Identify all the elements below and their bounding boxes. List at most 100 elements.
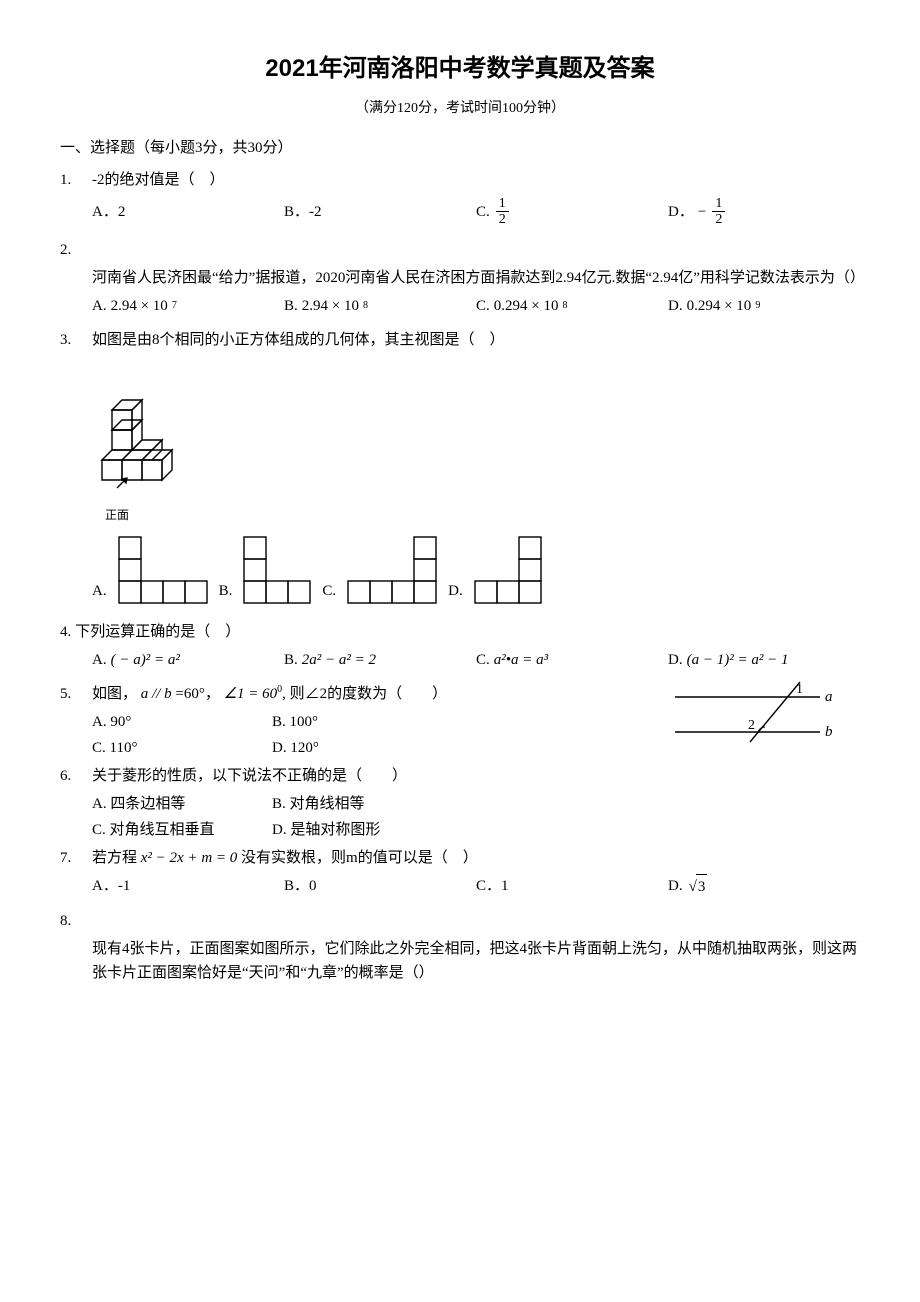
question-5: 5. 如图， a // b =60°， ∠1 = 600, 则∠2的度数为（ ）…: [60, 682, 860, 760]
option-value: 0.294 × 10: [687, 294, 752, 318]
denominator: 2: [712, 212, 725, 227]
math-expr: x² − 2x + m = 0: [141, 850, 238, 866]
question-8-text: 现有4张卡片，正面图案如图所示，它们除此之外完全相同，把这4张卡片背面朝上洗匀，…: [60, 937, 860, 985]
option-d-label: D.: [448, 579, 463, 605]
q7-options: A．-1 B．0 C．1 D. 3: [60, 874, 860, 899]
fig-label-b: b: [825, 724, 833, 740]
option-c: C. 对角线互相垂直: [92, 818, 272, 842]
exponent: 7: [172, 298, 177, 314]
section-heading: 一、选择题（每小题3分，共30分）: [60, 136, 860, 160]
math-expr: ∠1 = 60: [224, 686, 278, 702]
question-number: 5.: [60, 682, 92, 706]
fig-label-1: 1: [796, 682, 803, 697]
exponent: 8: [562, 298, 567, 314]
option-c-label: C.: [322, 579, 336, 605]
option-a: A．-1: [92, 874, 284, 898]
option-d: D. 是轴对称图形: [272, 818, 452, 842]
exponent: 9: [755, 298, 760, 314]
question-text: 如图是由8个相同的小正方体组成的几何体，其主视图是（ ）: [92, 328, 860, 352]
question-number: 6.: [60, 764, 92, 788]
question-2: 2.: [60, 238, 860, 262]
option-a: A. 2.94 × 107: [92, 294, 284, 318]
minus-sign: −: [698, 200, 706, 224]
question-number: 1.: [60, 168, 92, 192]
question-8: 8.: [60, 909, 860, 933]
q3-3d-figure: [60, 360, 860, 498]
q6-options-row1: A. 四条边相等 B. 对角线相等: [60, 792, 860, 816]
option-label: A.: [92, 648, 107, 672]
option-d: D. 120°: [272, 736, 452, 760]
option-a-label: A.: [92, 579, 107, 605]
fig-label-2: 2: [748, 718, 755, 733]
radicand: 3: [696, 874, 708, 899]
question-3: 3. 如图是由8个相同的小正方体组成的几何体，其主视图是（ ）: [60, 328, 860, 352]
option-value: 0.294 × 10: [494, 294, 559, 318]
option-d: D． − 1 2: [668, 196, 860, 228]
text-part: 则∠2的度数为（ ）: [290, 686, 448, 702]
q6-options-row2: C. 对角线互相垂直 D. 是轴对称图形: [60, 818, 860, 842]
shape-option-a: [117, 535, 209, 605]
sqrt-icon: 3: [687, 874, 708, 899]
question-text: -2的绝对值是（ ）: [92, 168, 860, 192]
text-part: =60°，: [175, 686, 219, 702]
parallel-lines-icon: 1 2 a b: [670, 677, 840, 747]
figure-caption: 正面: [60, 506, 860, 525]
question-number: 8.: [60, 909, 92, 933]
option-a: A. 90°: [92, 710, 272, 734]
option-label: D.: [668, 874, 683, 898]
math-expr: a²•a = a³: [494, 648, 548, 672]
option-c: C．1: [476, 874, 668, 898]
question-number: 4.: [60, 620, 75, 644]
question-1: 1. -2的绝对值是（ ）: [60, 168, 860, 192]
option-a: A. 四条边相等: [92, 792, 272, 816]
question-7: 7. 若方程 x² − 2x + m = 0 没有实数根，则m的值可以是（ ）: [60, 846, 860, 870]
option-c: C. 1 2: [476, 196, 668, 228]
option-label: C.: [476, 648, 490, 672]
question-6: 6. 关于菱形的性质，以下说法不正确的是（ ）: [60, 764, 860, 788]
numerator: 1: [496, 196, 509, 212]
q4-options: A. ( − a)² = a² B. 2a² − a² = 2 C. a²•a …: [60, 648, 860, 672]
option-b-label: B.: [219, 579, 233, 605]
shape-option-b: [242, 535, 312, 605]
question-number: 3.: [60, 328, 92, 352]
option-label: B.: [284, 294, 298, 318]
math-expr: a // b: [141, 686, 172, 702]
question-number: 2.: [60, 238, 92, 262]
shape-option-c: [346, 535, 438, 605]
denominator: 2: [496, 212, 509, 227]
option-b: B．-2: [284, 200, 476, 224]
q3-options: A. B. C. D.: [60, 535, 860, 605]
option-c: C. 110°: [92, 736, 272, 760]
question-text: 下列运算正确的是（ ）: [75, 620, 860, 644]
fraction-icon: 1 2: [712, 196, 725, 228]
option-b: B. 2.94 × 108: [284, 294, 476, 318]
fig-label-a: a: [825, 689, 833, 705]
option-label: D.: [668, 648, 683, 672]
option-d: D. 3: [668, 874, 860, 899]
page-subtitle: （满分120分，考试时间100分钟）: [60, 98, 860, 120]
option-b: B. 2a² − a² = 2: [284, 648, 476, 672]
text-part: 如图，: [92, 686, 137, 702]
option-label: D.: [668, 294, 683, 318]
option-d: D. (a − 1)² = a² − 1: [668, 648, 860, 672]
question-text: 关于菱形的性质，以下说法不正确的是（ ）: [92, 764, 860, 788]
option-value: 2.94 × 10: [302, 294, 359, 318]
fraction-icon: 1 2: [496, 196, 509, 228]
option-c: C. a²•a = a³: [476, 648, 668, 672]
option-b: B．0: [284, 874, 476, 898]
isometric-cubes-icon: [92, 360, 202, 490]
math-expr: (a − 1)² = a² − 1: [687, 648, 789, 672]
page-title: 2021年河南洛阳中考数学真题及答案: [60, 50, 860, 88]
question-number: 7.: [60, 846, 92, 870]
text-part: 没有实数根，则m的值可以是（ ）: [241, 850, 478, 866]
question-4: 4. 下列运算正确的是（ ）: [60, 620, 860, 644]
math-expr: 2a² − a² = 2: [302, 648, 376, 672]
option-label: C.: [476, 294, 490, 318]
q1-options: A．2 B．-2 C. 1 2 D． − 1 2: [60, 196, 860, 228]
q5-figure: 1 2 a b: [670, 677, 840, 755]
option-a: A．2: [92, 200, 284, 224]
option-b: B. 100°: [272, 710, 452, 734]
shape-option-d: [473, 535, 543, 605]
numerator: 1: [712, 196, 725, 212]
q2-options: A. 2.94 × 107 B. 2.94 × 108 C. 0.294 × 1…: [60, 294, 860, 318]
